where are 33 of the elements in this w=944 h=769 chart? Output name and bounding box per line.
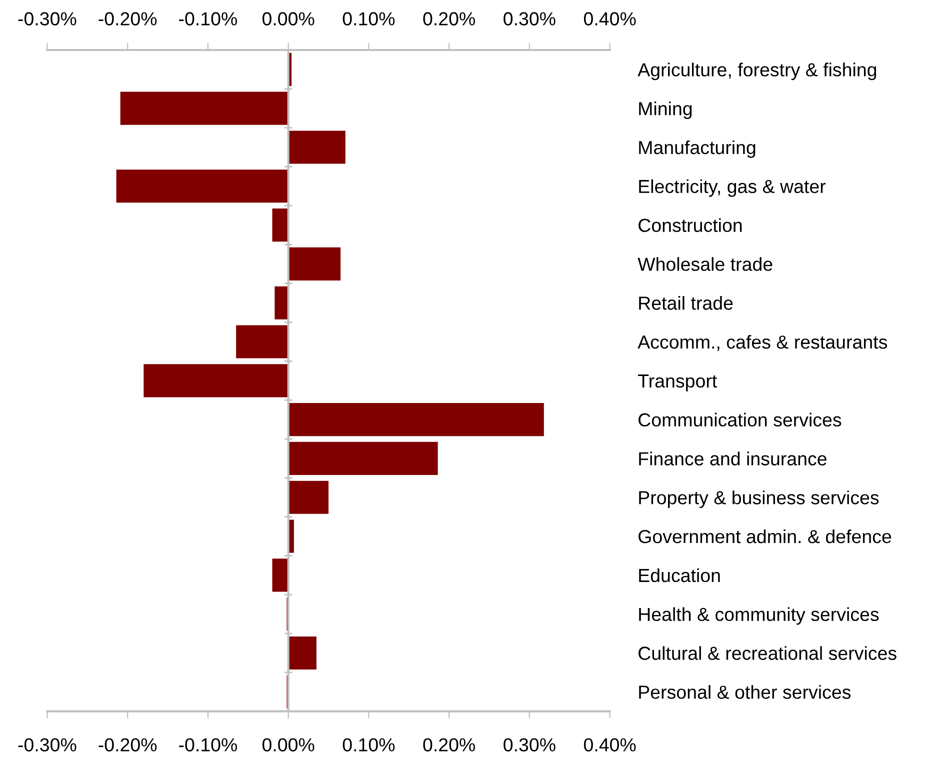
y-tick-label: Construction: [638, 218, 742, 232]
y-tick-label: Agriculture, forestry & fishing: [638, 62, 876, 80]
x2-tick-label: -0.10%: [179, 738, 237, 752]
y-tick-label: Communication services: [638, 412, 842, 427]
y-tick-label: Mining: [639, 102, 692, 120]
y-tick-label: Transport: [638, 374, 717, 392]
y-tick-label: Accomm., cafes & restaurants: [638, 334, 888, 351]
x-tick-label: 0.10%: [342, 12, 395, 26]
x2-tick-label: 0.40%: [584, 738, 636, 752]
y-tick-label: Health & community services: [639, 607, 879, 625]
y-tick-label: Wholesale trade: [638, 257, 772, 271]
x-tick-label: 0.00%: [262, 12, 314, 26]
x2-tick-label: 0.10%: [342, 738, 395, 752]
y-tick-label: Government admin. & defence: [638, 529, 892, 544]
x2-tick-label: 0.00%: [262, 738, 314, 752]
y-tick-label: Electricity, gas & water: [639, 179, 826, 197]
y-tick-label: Education: [639, 568, 720, 582]
x2-tick-label: -0.20%: [98, 738, 157, 752]
y-tick-label: Retail trade: [639, 296, 733, 310]
y-tick-label: Personal & other services: [639, 685, 851, 699]
x-tick-label: -0.30%: [18, 12, 76, 26]
x2-tick-label: -0.30%: [18, 738, 76, 752]
x2-tick-label: 0.20%: [423, 738, 475, 752]
x-tick-label: 0.30%: [504, 12, 556, 26]
x-tick-label: -0.20%: [98, 12, 157, 26]
x-tick-label: 0.20%: [423, 12, 475, 26]
y-tick-label: Property & business services: [639, 490, 879, 508]
x-tick-label: 0.40%: [584, 12, 636, 26]
x-tick-label: -0.10%: [179, 12, 237, 26]
y-tick-label: Finance and insurance: [639, 452, 826, 466]
y-tick-label: Manufacturing: [639, 140, 756, 158]
y-tick-label: Cultural & recreational services: [638, 646, 896, 660]
x2-tick-label: 0.30%: [504, 738, 556, 752]
